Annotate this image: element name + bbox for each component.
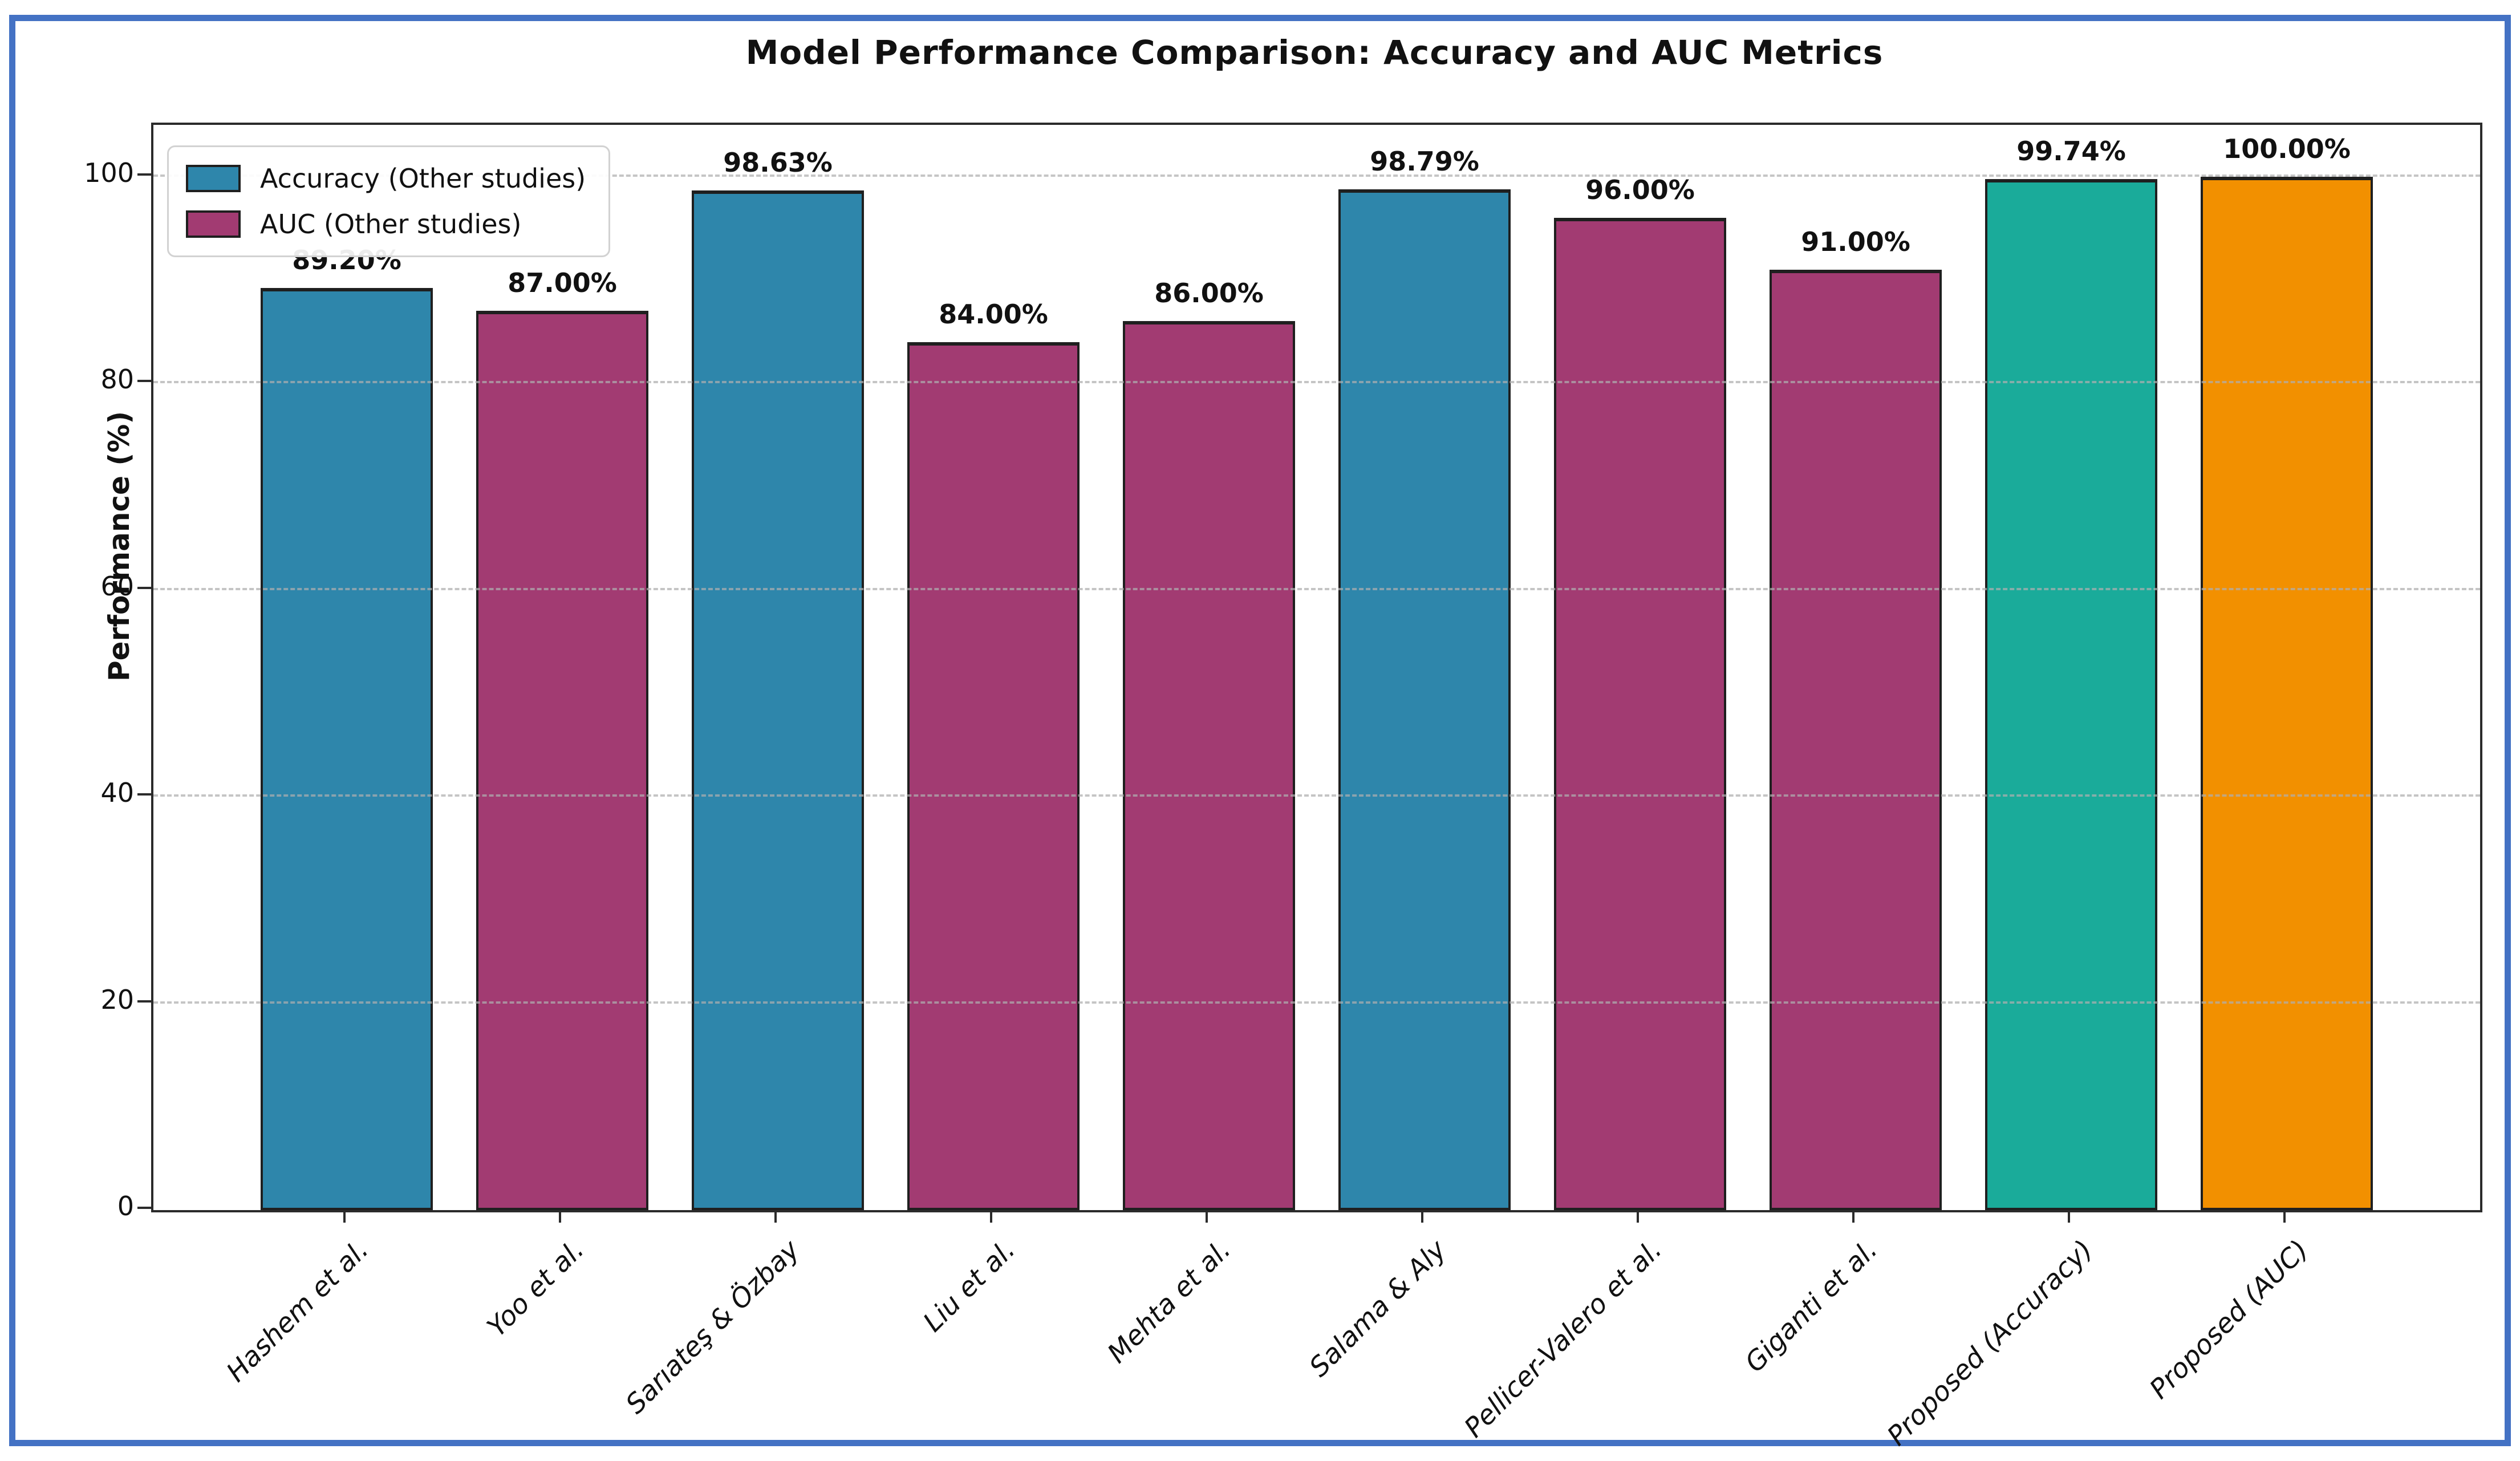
bar-value-label: 96.00% [1585, 174, 1695, 206]
x-tick-mark [1421, 1210, 1423, 1223]
bar-value-label: 98.79% [1370, 145, 1479, 177]
y-tick-label-60: 60 [100, 570, 134, 602]
y-tick-mark [137, 1207, 151, 1209]
x-tick-mark [2068, 1210, 2070, 1223]
bar-group: 91.00% [1748, 125, 1963, 1210]
legend-swatch-accuracy [186, 165, 241, 192]
y-tick-label-80: 80 [100, 364, 134, 395]
bar-group: 99.74% [1963, 125, 2179, 1210]
bar-group: 84.00% [886, 125, 1101, 1210]
bar-giganti-et-al [1769, 269, 1942, 1210]
bar-sar-ate-zbay [691, 190, 865, 1210]
y-tick-mark [137, 173, 151, 176]
y-tick-label-40: 40 [100, 777, 134, 809]
y-tick-mark [137, 793, 151, 796]
bar-value-label: 100.00% [2223, 133, 2351, 164]
y-tick-label-100: 100 [84, 157, 134, 188]
x-tick-mark [990, 1210, 992, 1223]
x-tick-mark [2283, 1210, 2286, 1223]
x-tick-mark [1637, 1210, 1639, 1223]
plot-area: 89.20% 87.00% 98.63% 84.00% 86.00% 98.79% 96.0… [151, 123, 2482, 1212]
bar-proposed-accuracy [1985, 179, 2158, 1210]
bar-value-label: 91.00% [1801, 226, 1910, 257]
legend-entry: AUC (Other studies) [186, 209, 586, 240]
y-axis-label: Performance (%) [103, 411, 136, 681]
y-tick-label-20: 20 [100, 984, 134, 1015]
bar-value-label: 86.00% [1154, 278, 1264, 309]
bar-value-label: 98.63% [723, 147, 833, 178]
bar-value-label: 84.00% [939, 298, 1048, 330]
bar-group: 98.63% [670, 125, 886, 1210]
y-tick-label-0: 0 [117, 1191, 134, 1221]
bar-pellicer-valero-et-al [1553, 218, 1727, 1210]
x-tick-mark [774, 1210, 777, 1223]
bar-group: 87.00% [455, 125, 670, 1210]
legend-swatch-auc [186, 210, 241, 238]
x-tick-mark [559, 1210, 561, 1223]
legend-label: AUC (Other studies) [260, 209, 522, 240]
y-tick-mark [137, 586, 151, 589]
bar-group: 96.00% [1532, 125, 1748, 1210]
chart-title: Model Performance Comparison: Accuracy a… [745, 33, 1884, 72]
x-tick-mark [1852, 1210, 1855, 1223]
bars-container: 89.20% 87.00% 98.63% 84.00% 86.00% 98.79% 96.0… [153, 125, 2480, 1210]
bar-group: 98.79% [1317, 125, 1532, 1210]
x-tick-mark [343, 1210, 346, 1223]
bar-liu-et-al [907, 342, 1080, 1210]
bar-yoo-et-al [476, 311, 649, 1210]
legend-label: Accuracy (Other studies) [260, 163, 586, 194]
bar-salama-aly [1338, 189, 1511, 1210]
bar-group: 100.00% [2179, 125, 2395, 1210]
bar-mehta-et-al [1122, 321, 1296, 1210]
legend-entry: Accuracy (Other studies) [186, 163, 586, 194]
bar-group: 86.00% [1101, 125, 1317, 1210]
bar-value-label: 99.74% [2016, 136, 2126, 167]
bar-value-label: 87.00% [508, 267, 617, 299]
y-tick-mark [137, 1000, 151, 1003]
x-tick-mark [1206, 1210, 1208, 1223]
legend-box: Accuracy (Other studies) AUC (Other studi… [167, 145, 611, 257]
bar-hashem-et-al [260, 288, 433, 1210]
bar-proposed-auc [2200, 176, 2373, 1210]
y-tick-mark [137, 380, 151, 383]
bar-group: 89.20% [239, 125, 455, 1210]
